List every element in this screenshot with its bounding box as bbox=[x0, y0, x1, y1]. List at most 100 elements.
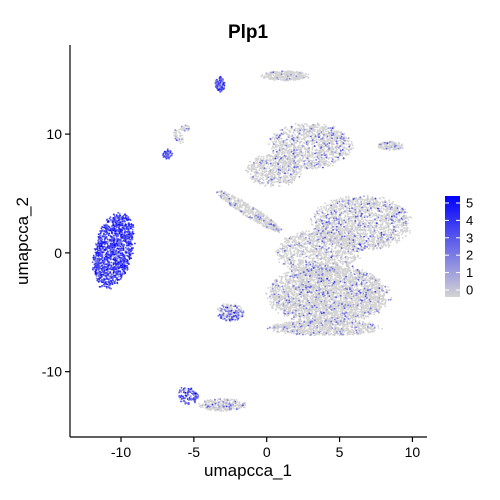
cell-point bbox=[380, 284, 383, 287]
cell-point bbox=[345, 224, 347, 227]
cell-point bbox=[353, 299, 355, 302]
cell-point bbox=[368, 281, 371, 284]
cell-point bbox=[366, 211, 368, 213]
cell-point bbox=[300, 247, 302, 250]
cell-point bbox=[357, 302, 359, 304]
cell-point bbox=[106, 217, 109, 220]
cell-point bbox=[385, 224, 387, 227]
cell-point bbox=[320, 284, 323, 287]
cell-point bbox=[346, 206, 348, 208]
cell-point bbox=[346, 284, 349, 287]
cell-point bbox=[338, 289, 340, 292]
cell-point bbox=[367, 290, 369, 293]
cell-point bbox=[348, 301, 351, 304]
cell-point bbox=[360, 237, 363, 240]
cell-point bbox=[287, 291, 290, 294]
cell-point bbox=[342, 207, 345, 210]
cell-point bbox=[365, 271, 368, 274]
cell-point bbox=[384, 240, 387, 243]
cell-point bbox=[330, 279, 332, 281]
cell-point bbox=[326, 296, 329, 299]
cell-point bbox=[375, 200, 378, 203]
cell-point bbox=[332, 312, 335, 314]
cell-point bbox=[377, 201, 380, 204]
cell-point bbox=[311, 297, 314, 300]
cell-point bbox=[352, 267, 355, 270]
cell-point bbox=[119, 236, 121, 239]
cell-point bbox=[275, 290, 277, 292]
cell-point bbox=[316, 279, 319, 282]
cell-point bbox=[357, 293, 360, 296]
cell-point bbox=[316, 318, 318, 320]
cell-point bbox=[358, 296, 361, 299]
cell-point bbox=[379, 202, 381, 205]
cell-point bbox=[367, 248, 370, 250]
cell-point bbox=[366, 242, 369, 244]
cell-point bbox=[405, 228, 408, 231]
cell-point bbox=[276, 254, 279, 256]
cell-point bbox=[336, 288, 339, 291]
cell-point bbox=[390, 212, 393, 215]
cell-point bbox=[342, 212, 345, 215]
cell-point bbox=[359, 232, 362, 235]
cell-point bbox=[380, 226, 383, 229]
cell-point bbox=[341, 279, 343, 282]
cell-point bbox=[387, 231, 390, 234]
cell-point bbox=[311, 283, 314, 286]
cell-point bbox=[382, 207, 385, 210]
cell-point bbox=[371, 301, 374, 304]
cell-point bbox=[308, 317, 311, 320]
cell-point bbox=[390, 229, 393, 232]
cell-point bbox=[384, 305, 387, 307]
cell-point bbox=[360, 295, 363, 297]
cell-point bbox=[393, 236, 396, 239]
cell-point bbox=[295, 283, 298, 286]
cell-point bbox=[374, 222, 377, 224]
cell-point bbox=[285, 292, 288, 294]
cell-point bbox=[107, 276, 110, 279]
cell-point bbox=[401, 225, 403, 228]
cell-point bbox=[275, 292, 278, 295]
cell-point bbox=[274, 280, 277, 283]
cell-point bbox=[367, 307, 369, 310]
cell-point bbox=[350, 201, 353, 204]
cell-point bbox=[348, 234, 351, 237]
cell-point bbox=[364, 208, 367, 211]
cell-point bbox=[333, 223, 336, 225]
cell-point bbox=[289, 277, 292, 280]
cell-point bbox=[322, 308, 324, 311]
cell-point bbox=[378, 205, 381, 208]
cell-point bbox=[304, 294, 307, 296]
cell-point bbox=[337, 292, 340, 295]
cell-point bbox=[324, 263, 327, 265]
cell-point bbox=[292, 278, 295, 280]
cell-point bbox=[371, 231, 374, 234]
cell-point bbox=[374, 243, 377, 246]
cell-point bbox=[317, 310, 320, 313]
cell-point bbox=[324, 261, 327, 264]
cell-point bbox=[300, 279, 303, 281]
cell-point bbox=[331, 275, 333, 278]
cell-point bbox=[278, 289, 281, 292]
cell-point bbox=[333, 305, 336, 307]
cell-point bbox=[293, 252, 296, 255]
cell-point bbox=[341, 313, 344, 316]
cell-point bbox=[377, 305, 380, 308]
cell-point bbox=[304, 311, 306, 314]
cell-point bbox=[385, 221, 387, 224]
chart-title: Plp1 bbox=[228, 22, 269, 43]
cell-point bbox=[281, 307, 284, 310]
cell-point bbox=[351, 277, 354, 280]
cell-point bbox=[315, 281, 317, 284]
cell-point bbox=[300, 277, 302, 279]
cell-point bbox=[400, 223, 403, 226]
cell-point bbox=[285, 287, 287, 290]
cell-point bbox=[291, 284, 294, 286]
cell-point bbox=[302, 264, 305, 267]
cell-point bbox=[326, 315, 329, 318]
cell-point bbox=[404, 215, 407, 217]
cell-point bbox=[368, 239, 371, 242]
cell-point bbox=[348, 303, 351, 305]
cell-point bbox=[344, 270, 347, 273]
cell-point bbox=[368, 212, 370, 215]
